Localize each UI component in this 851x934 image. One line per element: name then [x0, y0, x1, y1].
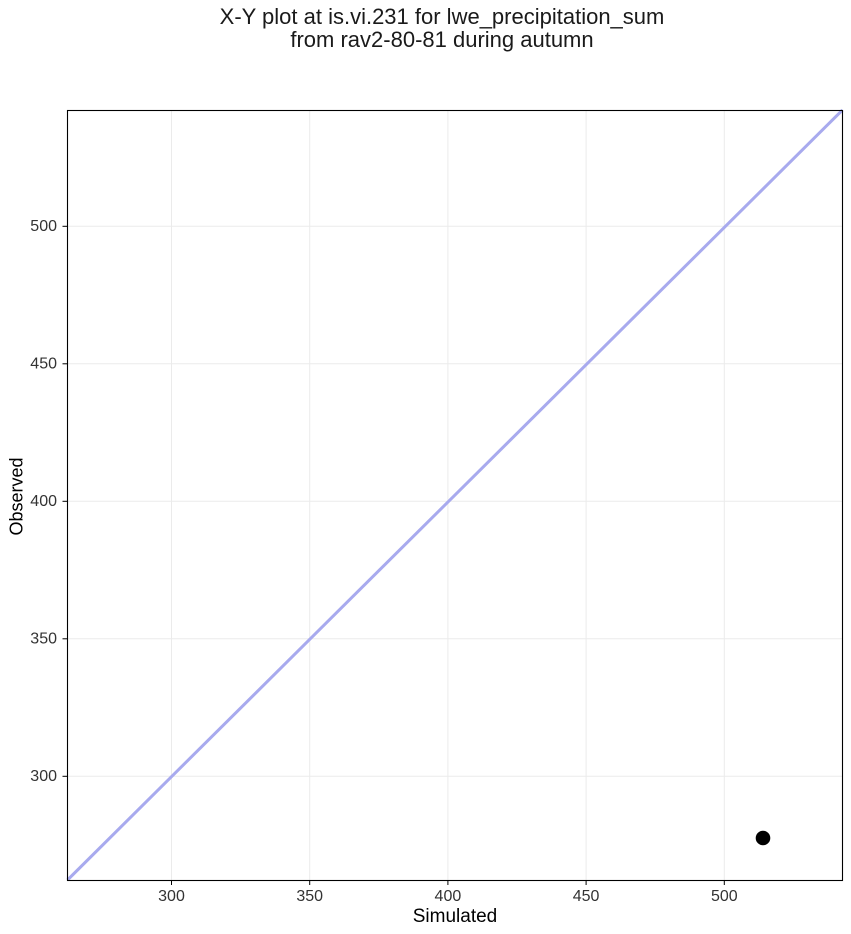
svg-text:400: 400 — [435, 888, 462, 905]
svg-text:300: 300 — [30, 768, 57, 785]
svg-text:300: 300 — [158, 888, 185, 905]
svg-text:350: 350 — [296, 888, 323, 905]
svg-text:450: 450 — [573, 888, 600, 905]
svg-text:350: 350 — [30, 631, 57, 648]
svg-text:Simulated: Simulated — [413, 906, 498, 927]
svg-text:450: 450 — [30, 356, 57, 373]
svg-text:500: 500 — [711, 888, 738, 905]
svg-text:400: 400 — [30, 493, 57, 510]
svg-text:500: 500 — [30, 218, 57, 235]
